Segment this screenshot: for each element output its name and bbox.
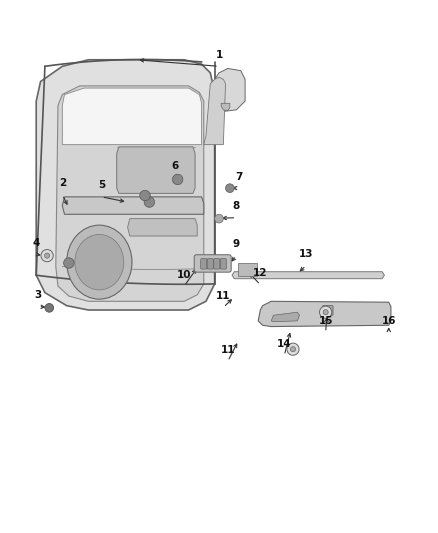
Polygon shape bbox=[271, 312, 300, 322]
Text: 2: 2 bbox=[59, 178, 66, 188]
Circle shape bbox=[140, 190, 150, 201]
Circle shape bbox=[45, 253, 49, 258]
FancyBboxPatch shape bbox=[322, 305, 333, 315]
Polygon shape bbox=[221, 103, 230, 111]
FancyBboxPatch shape bbox=[201, 259, 207, 269]
Polygon shape bbox=[62, 88, 201, 144]
Polygon shape bbox=[56, 86, 204, 301]
Text: 15: 15 bbox=[318, 316, 333, 326]
Circle shape bbox=[226, 184, 234, 192]
Circle shape bbox=[323, 310, 328, 315]
Text: 13: 13 bbox=[299, 249, 313, 259]
FancyBboxPatch shape bbox=[238, 263, 257, 276]
Text: 10: 10 bbox=[177, 270, 191, 279]
Text: 14: 14 bbox=[277, 339, 292, 349]
Text: 8: 8 bbox=[233, 201, 240, 211]
Text: 16: 16 bbox=[381, 316, 396, 326]
Text: 3: 3 bbox=[35, 290, 42, 300]
Ellipse shape bbox=[75, 235, 124, 290]
Text: 11: 11 bbox=[216, 291, 230, 301]
Circle shape bbox=[173, 174, 183, 184]
Circle shape bbox=[287, 343, 299, 356]
Text: 1: 1 bbox=[215, 50, 223, 60]
FancyBboxPatch shape bbox=[207, 259, 213, 269]
Text: 7: 7 bbox=[235, 172, 242, 182]
Polygon shape bbox=[232, 272, 385, 279]
Circle shape bbox=[45, 303, 53, 312]
Text: 12: 12 bbox=[253, 268, 268, 278]
Text: 4: 4 bbox=[32, 238, 40, 248]
Polygon shape bbox=[210, 68, 245, 112]
Circle shape bbox=[144, 197, 155, 207]
Circle shape bbox=[64, 258, 74, 268]
Ellipse shape bbox=[67, 225, 132, 299]
Circle shape bbox=[320, 306, 332, 318]
Text: 5: 5 bbox=[98, 180, 105, 190]
Circle shape bbox=[41, 249, 53, 262]
Circle shape bbox=[215, 214, 223, 223]
FancyBboxPatch shape bbox=[220, 259, 226, 269]
Text: 9: 9 bbox=[233, 239, 240, 249]
Polygon shape bbox=[62, 197, 204, 214]
Polygon shape bbox=[204, 77, 226, 144]
Polygon shape bbox=[36, 60, 215, 310]
Polygon shape bbox=[258, 301, 391, 327]
Text: 6: 6 bbox=[172, 161, 179, 171]
FancyBboxPatch shape bbox=[194, 255, 231, 272]
Polygon shape bbox=[117, 147, 195, 193]
Polygon shape bbox=[127, 219, 197, 236]
Text: 11: 11 bbox=[220, 345, 235, 355]
Circle shape bbox=[290, 346, 296, 352]
FancyBboxPatch shape bbox=[214, 259, 220, 269]
